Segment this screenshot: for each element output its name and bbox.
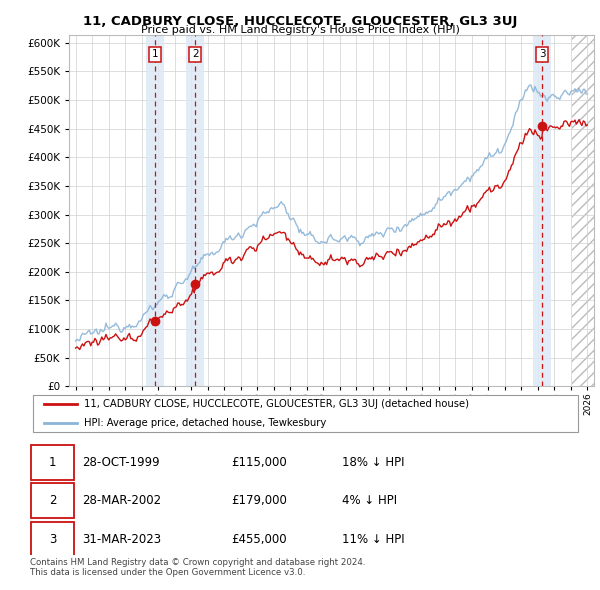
Text: 28-MAR-2002: 28-MAR-2002 [82, 494, 161, 507]
Bar [146, 35, 164, 386]
Text: 11% ↓ HPI: 11% ↓ HPI [342, 533, 404, 546]
Text: 18% ↓ HPI: 18% ↓ HPI [342, 456, 404, 469]
Bar [533, 35, 551, 386]
Text: 31-MAR-2023: 31-MAR-2023 [82, 533, 161, 546]
Text: £455,000: £455,000 [232, 533, 287, 546]
Text: Contains HM Land Registry data © Crown copyright and database right 2024.
This d: Contains HM Land Registry data © Crown c… [30, 558, 365, 577]
FancyBboxPatch shape [31, 483, 74, 518]
Bar [572, 35, 594, 386]
Text: £179,000: £179,000 [232, 494, 287, 507]
Text: 28-OCT-1999: 28-OCT-1999 [82, 456, 160, 469]
Text: HPI: Average price, detached house, Tewkesbury: HPI: Average price, detached house, Tewk… [84, 418, 326, 428]
Text: 3: 3 [539, 50, 545, 60]
Text: 11, CADBURY CLOSE, HUCCLECOTE, GLOUCESTER, GL3 3UJ (detached house): 11, CADBURY CLOSE, HUCCLECOTE, GLOUCESTE… [84, 399, 469, 409]
Text: 1: 1 [49, 456, 56, 469]
FancyBboxPatch shape [31, 522, 74, 557]
Text: 4% ↓ HPI: 4% ↓ HPI [342, 494, 397, 507]
Text: £115,000: £115,000 [232, 456, 287, 469]
Text: 11, CADBURY CLOSE, HUCCLECOTE, GLOUCESTER, GL3 3UJ: 11, CADBURY CLOSE, HUCCLECOTE, GLOUCESTE… [83, 15, 517, 28]
Text: 2: 2 [192, 50, 199, 60]
Text: 3: 3 [49, 533, 56, 546]
Text: 2: 2 [49, 494, 56, 507]
Text: 1: 1 [152, 50, 158, 60]
Bar [186, 35, 204, 386]
Text: Price paid vs. HM Land Registry's House Price Index (HPI): Price paid vs. HM Land Registry's House … [140, 25, 460, 35]
Bar [572, 35, 594, 386]
FancyBboxPatch shape [31, 445, 74, 480]
FancyBboxPatch shape [33, 395, 578, 432]
